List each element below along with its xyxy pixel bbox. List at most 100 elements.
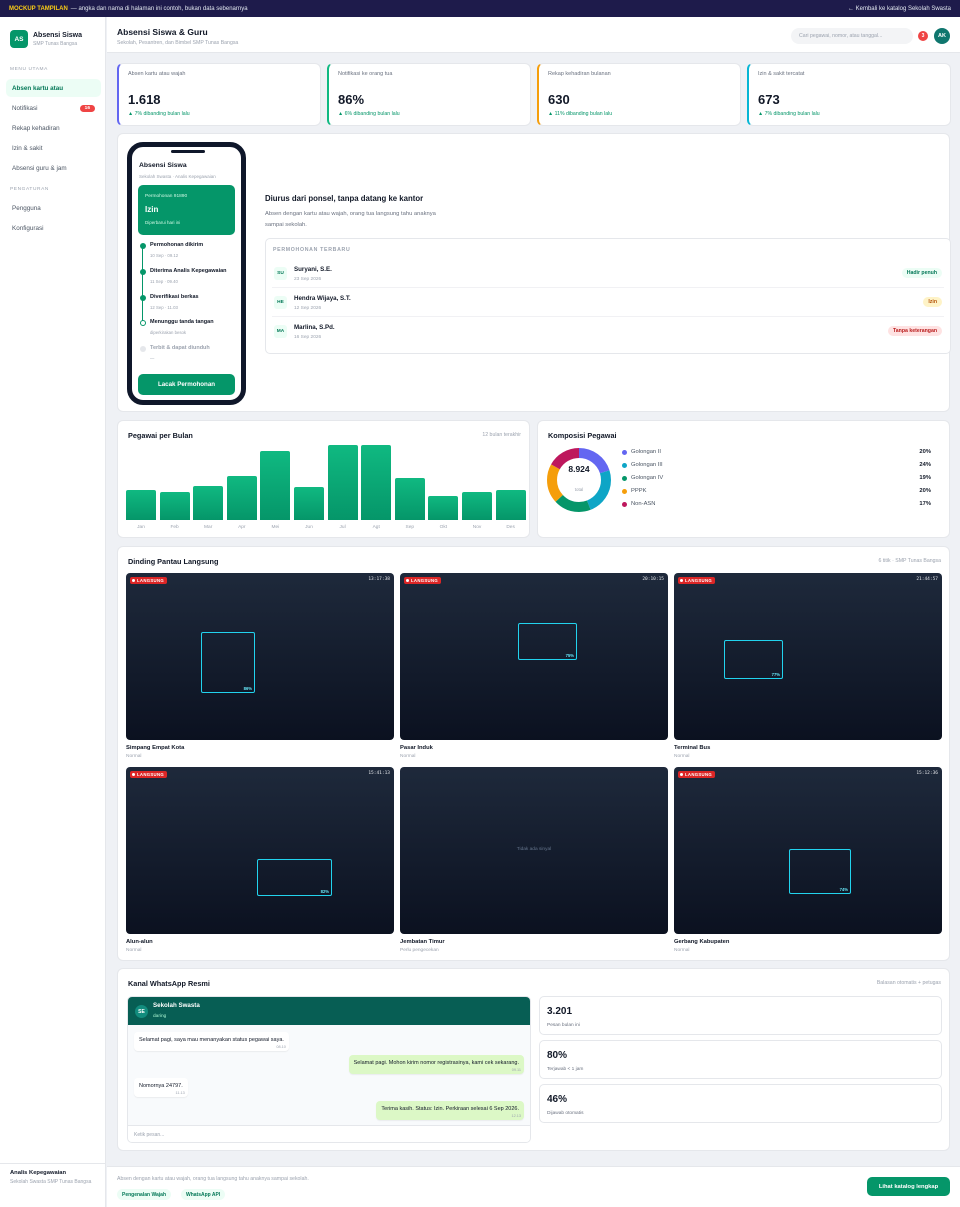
status-badge: Izin [923,297,942,307]
sidebar-item-notifikasi[interactable]: Notifikasi 16 [6,99,101,117]
phone-notch [171,150,205,153]
metric-label: Terjawab < 1 jam [547,1067,584,1072]
stat-card: Absen kartu atau wajah 1.618 ▲ 7% diband… [117,63,321,126]
donut-slice-golongan-iv [547,448,611,512]
notification-bell-badge[interactable]: 3 [918,31,928,41]
sidebar-item-label: Izin & sakit [12,144,43,152]
donut-total: 8.924 [568,464,590,474]
timeline-dot [140,346,146,352]
sidebar-item-label: Absen kartu atau [12,84,64,92]
request-type: Izin [145,205,159,214]
sidebar-item-konfigurasi[interactable]: Konfigurasi [6,219,101,237]
sidebar-item-label: Notifikasi [12,104,38,112]
chat-message-incoming: Selamat pagi, saya mau menanyakan status… [134,1032,289,1051]
section-title: Dinding Pantau Langsung [128,557,219,566]
sidebar-item-pengguna[interactable]: Pengguna [6,199,101,217]
employee-name: Hendra Wijaya, S.T. [294,295,351,302]
detection-box: 86% [201,632,255,693]
chart-subtitle: 12 bulan terakhir [482,432,521,438]
list-item[interactable]: SU Suryani, S.E. 23 Sep 2026 Hadir penuh [272,260,944,288]
legend-value: 20% [919,488,931,494]
bar-mar [193,485,224,520]
legend-item: Non-ASN 17% [622,500,931,510]
track-request-button[interactable]: Lacak Permohonan [138,374,235,395]
chat-message-outgoing: Selamat pagi. Mohon kirim nomor registra… [348,1055,524,1074]
user-name: Analis Kepegawaian [10,1170,67,1176]
phone-mockup: Absensi Siswa Sekolah Swasta · Analis Ke… [127,142,246,405]
stat-change: ▲ 11% dibanding bulan lalu [548,111,613,117]
x-tick-label: Jul [339,525,346,530]
camera-timestamp: 15:12:36 [916,771,938,776]
legend-label: Golongan IV [631,475,664,481]
timeline-step-title: Permohonan dikirim [150,242,204,248]
metric-label: Dijawab otomatis [547,1111,584,1116]
chat-window: SE Sekolah Swasta daring Selamat pagi, s… [127,996,531,1143]
hero-heading: Diurus dari ponsel, tanpa datang ke kant… [265,194,424,203]
legend-swatch [622,476,627,481]
brand[interactable]: AS Absensi Siswa SMP Tunas Bangsa [10,30,82,48]
camera-feed[interactable]: LANGSUNG 15:12:36 74% [674,767,942,934]
legend-swatch [622,502,627,507]
sidebar-item-absensi-guru[interactable]: Absensi guru & jam [6,159,101,177]
live-label: LANGSUNG [685,772,712,777]
bar-apr [226,475,257,520]
bar-jun [294,487,324,520]
x-tick-label: Feb [170,525,179,530]
request-card[interactable]: Permohonan 91890 Izin Diperbarui hari in… [138,185,235,235]
whatsapp-channel-section: Kanal WhatsApp Resmi Balasan otomatis + … [117,968,950,1151]
stat-value: 630 [548,92,570,107]
message-time: 12.13 [511,1114,521,1118]
detection-confidence: 77% [771,672,780,677]
legend-value: 24% [919,462,931,468]
section-note: Balasan otomatis + petugas [876,980,941,986]
message-text: Terima kasih. Status: Izin. Perkiraan se… [381,1106,519,1112]
sidebar-item-label: Rekap kehadiran [12,124,60,132]
timeline-step-title: Diverifikasi berkas [150,294,199,300]
stat-label: Izin & sakit tercatat [758,71,805,77]
bar-agt [361,445,392,520]
view-catalog-button[interactable]: Lihat katalog lengkap [867,1177,950,1196]
detection-box: 77% [724,640,783,679]
message-input[interactable]: Ketik pesan... [128,1125,530,1142]
chat-contact-name: Sekolah Swasta [153,1002,200,1009]
settings-heading: PENGATURAN [10,187,49,192]
camera-feed[interactable]: LANGSUNG 20:10:15 75% [400,573,668,740]
avatar[interactable]: AK [934,28,950,44]
sidebar-item-izin[interactable]: Izin & sakit [6,139,101,157]
feature-chip: WhatsApp API [181,1189,226,1200]
list-item[interactable]: MA Marlina, S.Pd. 16 Sep 2026 Tanpa kete… [272,318,944,346]
list-item[interactable]: HE Hendra Wijaya, S.T. 12 Sep 2026 Izin [272,289,944,317]
phone-title: Absensi Siswa [139,162,187,169]
legend-value: 17% [919,501,931,507]
legend-swatch [622,450,627,455]
user-profile[interactable]: Analis Kepegawaian Sekolah Swasta SMP Tu… [0,1163,106,1207]
camera-status: Normal [400,754,416,759]
request-date: 16 Sep 2026 [294,335,322,340]
sidebar-item-absen[interactable]: Absen kartu atau [6,79,101,97]
sidebar-item-rekap[interactable]: Rekap kehadiran [6,119,101,137]
live-label: LANGSUNG [685,578,712,583]
employee-name: Suryani, S.E. [294,266,332,273]
request-date: 12 Sep 2026 [294,306,322,311]
live-label: LANGSUNG [411,578,438,583]
camera-feed[interactable]: LANGSUNG 21:44:57 77% [674,573,942,740]
banner-text: — angka dan nama di halaman ini contoh, … [70,5,248,12]
stat-label: Notifikasi ke orang tua [338,71,393,77]
banner-tag: MOCKUP TAMPILAN [9,5,68,12]
camera-feed[interactable]: LANGSUNG 13:17:38 86% [126,573,394,740]
employees-per-month-chart: Pegawai per Bulan 12 bulan terakhir Jan F… [117,420,530,538]
camera-feed[interactable]: LANGSUNG 15:41:13 82% [126,767,394,934]
status-badge: Tanpa keterangan [887,326,942,336]
timeline-step-time: — [150,356,155,361]
donut-slice-non-asn [547,448,611,512]
app-logo: AS [10,30,28,48]
metric-value: 3.201 [547,1006,573,1017]
back-to-catalog-link[interactable]: ← Kembali ke katalog Sekolah Swasta [847,5,951,12]
stat-value: 1.618 [128,92,161,107]
chart-title: Komposisi Pegawai [548,431,617,440]
stat-value: 86% [338,92,365,107]
camera-feed[interactable]: Tidak ada sinyal [400,767,668,934]
search-input[interactable]: Cari pegawai, nomor, atau tanggal... [791,28,913,44]
camera-timestamp: 13:17:38 [368,577,390,582]
live-badge: LANGSUNG [130,577,167,584]
